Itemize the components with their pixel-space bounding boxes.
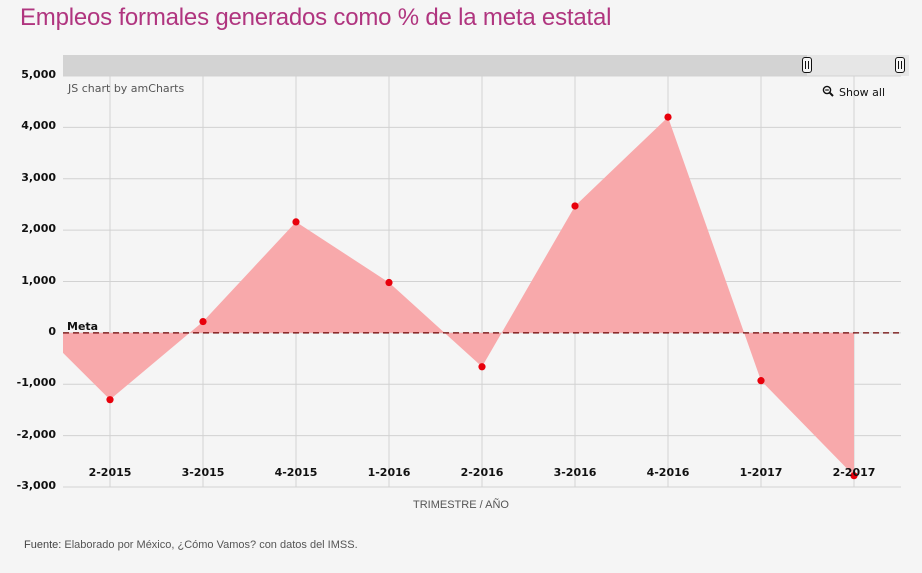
y-tick-label: 5,000 [21,68,56,81]
y-tick-label: 3,000 [21,170,56,184]
x-tick-label: 2-2015 [88,466,132,479]
scrollbar-selection[interactable] [63,55,807,76]
y-tick-label: -3,000 [16,479,56,492]
x-tick-label: 4-2015 [274,466,318,479]
y-tick-label: 2,000 [21,222,56,236]
source-note: Fuente: Elaborado por México, ¿Cómo Vamo… [24,539,358,551]
data-point [478,363,486,371]
source-text: Elaborado por México, ¿Cómo Vamos? con d… [61,539,358,551]
show-all-button[interactable]: Show all [822,85,885,100]
show-all-label: Show all [839,86,886,99]
chart-title: Empleos formales generados como % de la … [20,4,612,31]
amcharts-credit[interactable]: JS chart by amCharts [68,82,185,95]
x-tick-label: 1-2017 [739,466,783,479]
data-point [106,396,114,404]
scrollbar-left-grip[interactable] [802,57,812,73]
x-tick-label: 3-2015 [181,466,225,479]
data-point [292,218,300,226]
source-label: Fuente: [24,539,62,551]
data-point [385,278,393,287]
x-tick-label: 2-2016 [460,466,504,479]
data-point [571,202,579,210]
x-tick-label: 1-2016 [367,466,411,479]
y-tick-label: 0 [48,324,56,338]
scrollbar-right-grip[interactable] [895,57,905,73]
zoom-out-icon [822,85,834,100]
x-tick-label: 4-2016 [646,466,690,479]
guide-label-meta: Meta [67,320,99,333]
y-tick-label: -1,000 [16,376,56,390]
y-tick-label: -2,000 [16,427,56,441]
data-point [757,377,765,385]
data-point [664,113,672,121]
x-tick-label: 3-2016 [553,466,597,479]
x-tick-label: 2-2017 [832,466,876,479]
chart-scrollbar[interactable] [63,55,909,76]
y-tick-label: 4,000 [21,119,56,133]
area-fill [63,117,854,476]
y-tick-label: 1,000 [21,273,56,287]
data-point [199,317,207,326]
data-point [850,472,858,480]
x-axis-title: TRIMESTRE / AÑO [413,499,509,511]
